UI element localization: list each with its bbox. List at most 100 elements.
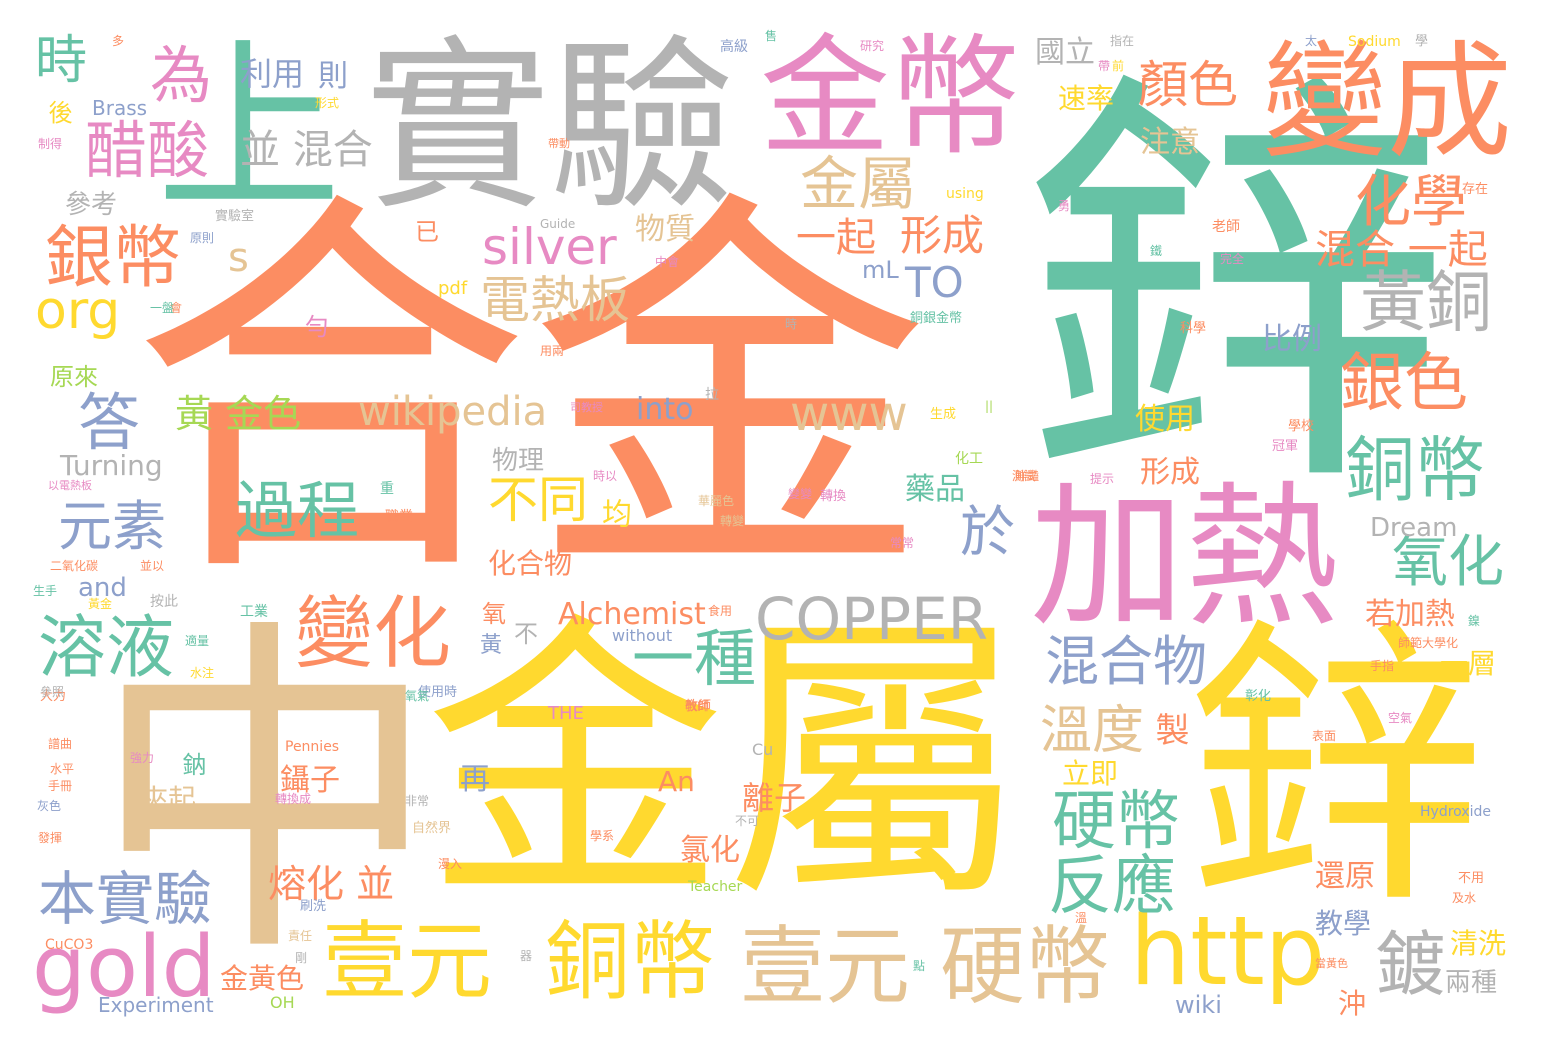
word-canmao: 參考 (65, 190, 118, 220)
word-org: org (35, 281, 121, 341)
word-tiny: 刷洗 (300, 899, 327, 914)
word-tiny: 冠軍 (1272, 439, 1299, 454)
word-tiny: 強力 (130, 751, 155, 765)
word-tiny: 適量 (185, 634, 210, 648)
word-http: http (1130, 897, 1326, 1007)
word-tiny: 生手 (33, 584, 58, 598)
word-tiny: 學校 (1288, 419, 1315, 434)
word-tiny: 譜曲 (48, 737, 73, 751)
word-tiny: 轉換成 (275, 792, 312, 806)
word-liyong: 利用 (240, 55, 305, 93)
word-tiny: 原則 (190, 231, 215, 245)
word-without: without (612, 626, 673, 645)
word-tiny: 老師 (1212, 219, 1240, 235)
word-tiny: 時以 (593, 469, 618, 483)
word-tiny: 轉變 (720, 514, 745, 528)
word-tiny: 鎳 (1468, 614, 1481, 628)
word-niezi: 鑷子 (280, 763, 340, 798)
word-gold: gold (32, 918, 216, 1017)
word-tiny: 指在 (1110, 34, 1135, 48)
word-ze: 則 (318, 59, 348, 94)
word-zhong: 中 (90, 591, 440, 999)
word-silver: silver (482, 218, 617, 276)
word-bu: 不 (514, 620, 538, 648)
word-tiny: 敬師 (685, 699, 710, 713)
word-xin: 鋅 (945, 60, 1445, 490)
word-tiny: 會 (170, 301, 183, 315)
word-da: 答 (78, 386, 141, 459)
word-hunhewu: 混合物 (1045, 630, 1207, 693)
word-jinshu-small: 金屬 (800, 150, 917, 218)
word-tiny: 灰色 (37, 799, 62, 813)
word-bing-hunhe: 並 混合 (240, 127, 373, 173)
word-tiny: 司教授 (570, 401, 603, 414)
word-xingcheng-2: 形成 (1140, 455, 1200, 490)
word-tiny: 勇 (1058, 199, 1071, 213)
word-tiny: 及水 (1452, 891, 1477, 905)
word-guide: Guide (540, 217, 576, 231)
word-butong: 不同 (488, 471, 588, 529)
word-into: into (636, 392, 694, 427)
word-tiny: 空氣 (1388, 711, 1413, 725)
word-shiyan: 實驗 (365, 19, 735, 235)
word-yun: 勻 (305, 313, 329, 341)
word-wikipedia: wikipedia (358, 389, 548, 435)
word-tiny: 參照 (40, 685, 65, 699)
word-jiaqi: 夾起 (140, 783, 197, 816)
word-tiny: 非常 (405, 794, 430, 808)
word-brass: Brass (92, 96, 148, 120)
word-xin-2: 鋅 (1185, 595, 1485, 944)
word-tiny: 手指 (1370, 659, 1395, 673)
word-benshiyan: 本實驗 (38, 865, 213, 933)
word-tiny: 中會 (655, 255, 680, 269)
word-tiny: 彰化 (1245, 689, 1272, 704)
word-yiqi-1: 一起 (796, 215, 876, 261)
word-tiny: 水平 (50, 762, 75, 776)
word-tiny: 發揮 (38, 831, 63, 845)
word-ruojiare: 若加熱 (1365, 597, 1455, 632)
word-tiny: 二氧化碳 (50, 559, 99, 573)
word-tiny: 生成 (930, 407, 957, 422)
word-tiny: 以電熱板 (48, 479, 92, 492)
word-tiny: 鮮豔 (1015, 469, 1040, 483)
word-jiare: 加熱 (1030, 467, 1340, 648)
word-tiny: 並以 (140, 559, 165, 573)
word-tiny: 點 (913, 959, 926, 973)
word-tiny: 鐵 (1150, 244, 1163, 258)
word-huangtong: 黃銅 (1360, 264, 1492, 341)
word-pdf: pdf (438, 278, 468, 299)
word-shang: 上 (125, 30, 341, 215)
word-zhuyi: 注意 (1140, 125, 1200, 160)
word-tiny: 常常 (890, 536, 915, 550)
word-tiny: 使用時 (418, 685, 458, 700)
word-tiny: 剛 (295, 951, 308, 965)
word-yaopin: 藥品 (905, 472, 965, 507)
word-bianhua: 變化 (295, 589, 452, 679)
word-zhi: 製 (1149, 712, 1189, 746)
word-yiceng: 一層 (1440, 647, 1497, 680)
word-yi: 已 (415, 218, 439, 246)
word-tiny: 氧氣 (405, 689, 430, 703)
word-tiny: 多 (112, 34, 125, 48)
word-tiny: 不可 (735, 814, 760, 828)
word-jinbi: 金幣 (760, 21, 1021, 173)
word-and: and (78, 573, 127, 603)
word-xingcheng-1: 形成 (900, 211, 985, 260)
word-www: www (790, 386, 908, 442)
word-yinbi: 銀幣 (45, 219, 182, 298)
word-tiny: 學 (1415, 34, 1429, 49)
word-tiny: 完全 (1220, 252, 1245, 266)
word-shiyong: 使用 (1135, 402, 1195, 437)
word-experiment: Experiment (98, 993, 214, 1017)
word-tiny: 一盤 (150, 301, 175, 315)
word-liangzhong: 兩種 (1445, 968, 1498, 998)
word-tiny: 責任 (288, 929, 313, 943)
word-tiny: 銅銀金幣 (910, 311, 963, 326)
word-yanghua: 氧化 (1392, 530, 1504, 595)
word-tiny: 器 (520, 949, 533, 963)
word-tiny: 實驗室 (215, 209, 255, 224)
word-na: 鈉 (178, 752, 206, 776)
word-yinse: 銀色 (1340, 347, 1468, 421)
word-wiki: wiki (1175, 991, 1222, 1019)
word-wendu: 溫度 (1040, 701, 1145, 761)
